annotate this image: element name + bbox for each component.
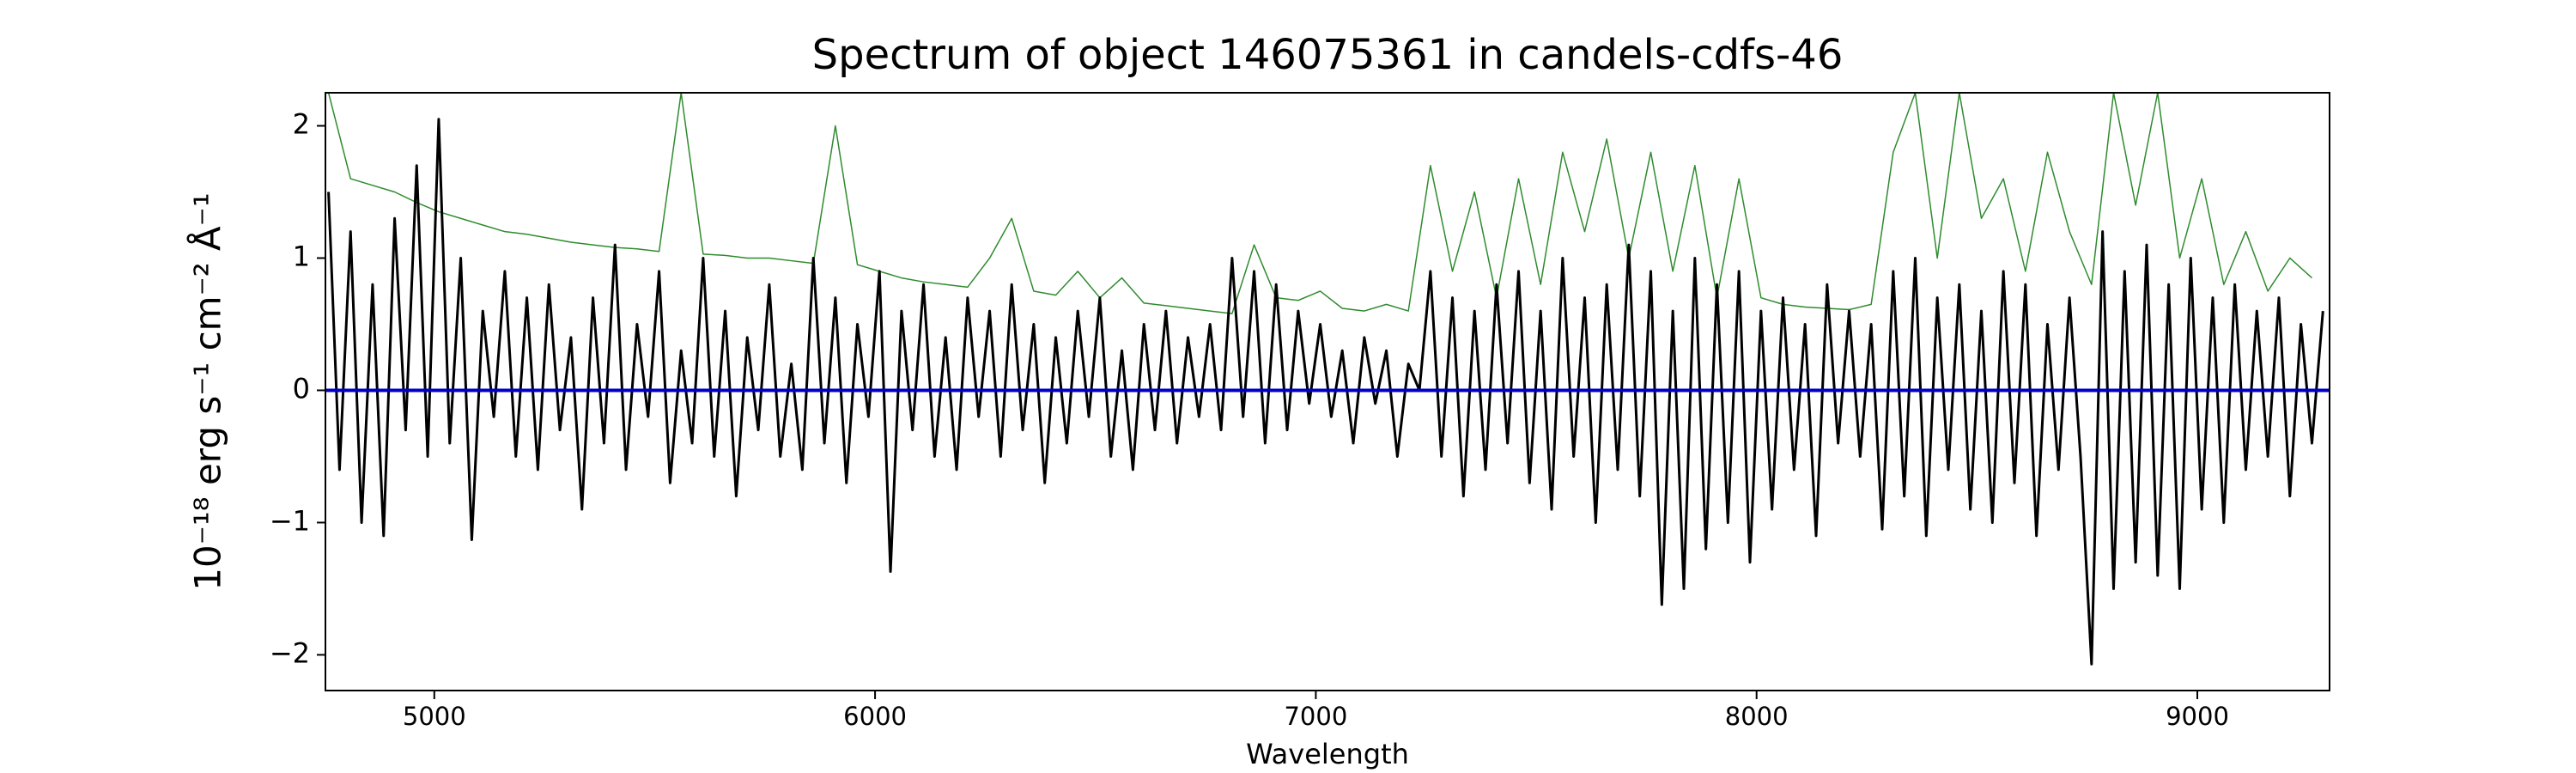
x-tick-label: 8000 [1725,702,1789,731]
y-tick-label: −1 [270,504,310,537]
x-tick-label: 7000 [1284,702,1347,731]
x-axis-label: Wavelength [1246,738,1409,770]
chart-title: Spectrum of object 146075361 in candels-… [812,31,1844,79]
y-tick-label: 2 [293,107,310,140]
plot-frame [325,92,2330,691]
plot-area [325,93,2330,666]
y-tick-label: 1 [293,240,310,272]
y-tick-label: 0 [293,372,310,405]
x-tick-label: 9000 [2166,702,2229,731]
spectrum-line [327,118,2324,666]
x-tick-label: 5000 [403,702,466,731]
x-tick-label: 6000 [843,702,907,731]
y-axis-label: 10⁻¹⁸ erg s⁻¹ cm⁻² Å⁻¹ [186,192,229,590]
spectrum-line [327,93,2312,314]
y-tick-label: −2 [270,636,310,669]
